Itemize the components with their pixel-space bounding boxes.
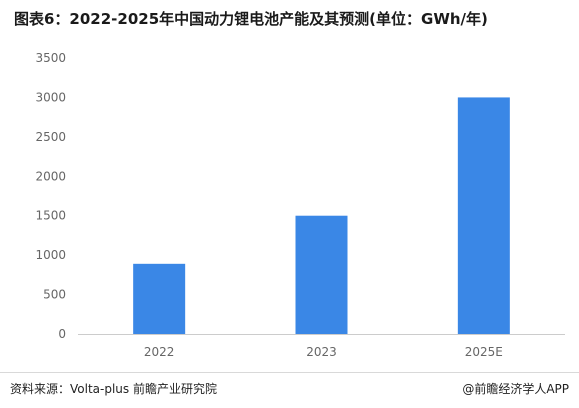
bar-2025E (457, 97, 510, 334)
x-tick-label: 2022 (144, 345, 175, 359)
y-tick-label: 2500 (35, 130, 66, 144)
credit-note: @前瞻经济学人APP (462, 382, 569, 396)
x-tick-label: 2023 (306, 345, 337, 359)
y-tick-label: 3500 (35, 51, 66, 65)
y-tick-label: 1000 (35, 248, 66, 262)
y-tick-label: 1500 (35, 209, 66, 223)
y-axis: 0 500 1000 1500 2000 2500 3000 3500 (35, 51, 66, 341)
x-tick-label: 2025E (465, 345, 503, 359)
bar-2022 (133, 263, 186, 334)
y-tick-label: 3000 (35, 90, 66, 104)
y-tick-label: 500 (43, 288, 66, 302)
source-note: 资料来源：Volta-plus 前瞻产业研究院 (10, 382, 217, 396)
y-tick-label: 2000 (35, 169, 66, 183)
bars-group (133, 97, 510, 334)
chart-title: 图表6：2022-2025年中国动力锂电池产能及其预测(单位：GWh/年) (14, 10, 488, 28)
bar-2023 (295, 215, 348, 334)
x-axis: 2022 2023 2025E (144, 345, 503, 359)
y-tick-label: 0 (58, 327, 66, 341)
footer-divider (0, 372, 579, 373)
